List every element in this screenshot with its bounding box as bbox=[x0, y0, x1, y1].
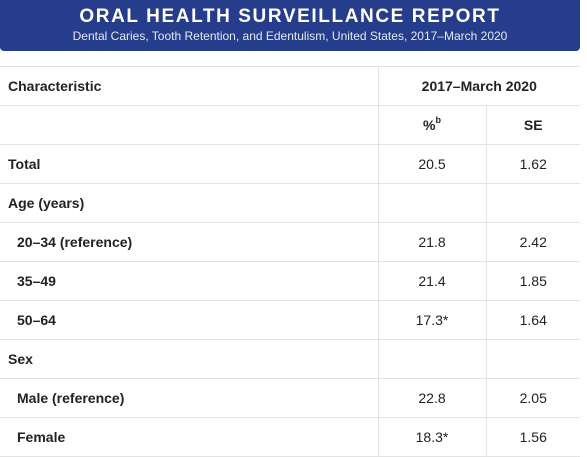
se-cell: 1.85 bbox=[485, 261, 581, 301]
table-row: 50–64 17.3* 1.64 bbox=[0, 300, 581, 340]
table-row: 35–49 21.4 1.85 bbox=[0, 261, 581, 301]
se-cell: 2.05 bbox=[485, 378, 581, 418]
percent-header: %b bbox=[377, 105, 486, 145]
data-table: Characteristic 2017–March 2020 %b SE Tot… bbox=[0, 66, 581, 457]
subheader-spacer bbox=[0, 105, 378, 145]
table-row: Age (years) bbox=[0, 183, 581, 223]
percent-cell: 21.4 bbox=[377, 261, 486, 301]
row-label: Male (reference) bbox=[0, 378, 378, 418]
row-label: Total bbox=[0, 144, 378, 184]
subheader-row: %b SE bbox=[0, 105, 581, 145]
row-label: Sex bbox=[0, 339, 378, 379]
se-cell: 1.56 bbox=[485, 417, 581, 457]
percent-footnote: b bbox=[435, 115, 441, 125]
percent-cell bbox=[377, 339, 486, 379]
percent-cell bbox=[377, 183, 486, 223]
report-subtitle: Dental Caries, Tooth Retention, and Eden… bbox=[72, 29, 508, 43]
percent-cell: 18.3* bbox=[377, 417, 486, 457]
se-cell: 1.64 bbox=[485, 300, 581, 340]
row-label: 20–34 (reference) bbox=[0, 222, 378, 262]
header-row: Characteristic 2017–March 2020 bbox=[0, 66, 581, 106]
percent-header-label: % bbox=[423, 117, 436, 133]
se-cell: 2.42 bbox=[485, 222, 581, 262]
report-title: ORAL HEALTH SURVEILLANCE REPORT bbox=[79, 6, 501, 27]
table-row: Male (reference) 22.8 2.05 bbox=[0, 378, 581, 418]
report-banner: ORAL HEALTH SURVEILLANCE REPORT Dental C… bbox=[0, 0, 580, 51]
table-row: Female 18.3* 1.56 bbox=[0, 417, 581, 457]
row-label: 35–49 bbox=[0, 261, 378, 301]
table-row: Sex bbox=[0, 339, 581, 379]
table-row: 20–34 (reference) 21.8 2.42 bbox=[0, 222, 581, 262]
percent-cell: 17.3* bbox=[377, 300, 486, 340]
table-row: Total 20.5 1.62 bbox=[0, 144, 581, 184]
period-header: 2017–March 2020 bbox=[377, 66, 581, 106]
se-header: SE bbox=[485, 105, 581, 145]
percent-cell: 22.8 bbox=[377, 378, 486, 418]
row-label: 50–64 bbox=[0, 300, 378, 340]
percent-cell: 20.5 bbox=[377, 144, 486, 184]
row-label: Age (years) bbox=[0, 183, 378, 223]
percent-cell: 21.8 bbox=[377, 222, 486, 262]
characteristic-header: Characteristic bbox=[0, 66, 378, 106]
se-cell bbox=[485, 183, 581, 223]
row-label: Female bbox=[0, 417, 378, 457]
se-cell bbox=[485, 339, 581, 379]
se-cell: 1.62 bbox=[485, 144, 581, 184]
